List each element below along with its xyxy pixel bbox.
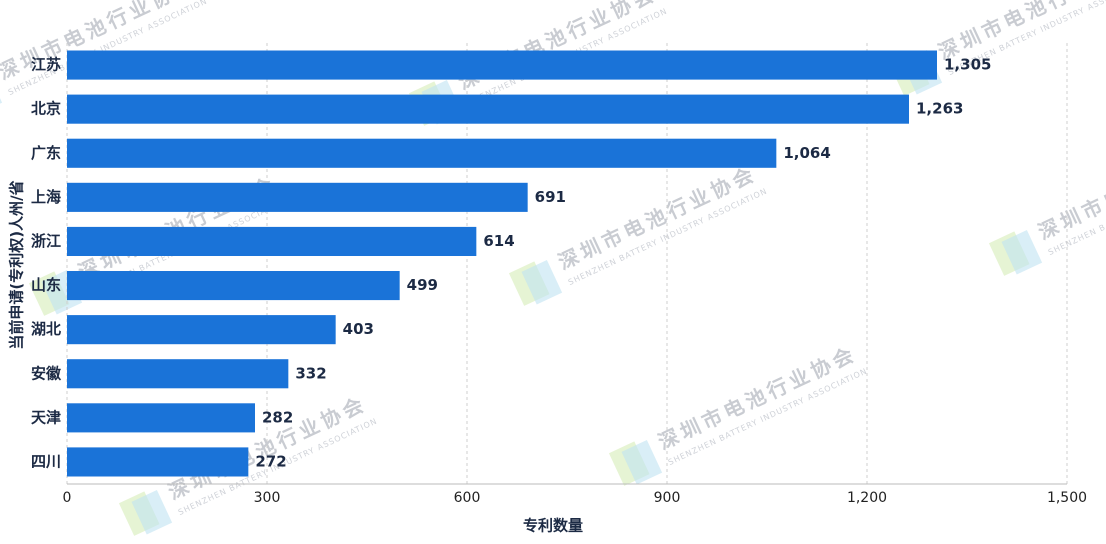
y-tick-label: 广东 — [31, 144, 61, 162]
x-tick-label: 1,200 — [847, 490, 887, 506]
value-label: 1,263 — [916, 100, 963, 118]
watermark-text: 深圳市电池行业协会 — [554, 161, 760, 274]
value-label: 282 — [262, 408, 293, 426]
watermark-text: 深圳市电池行业协会 — [454, 0, 660, 94]
y-tick-label: 安徽 — [31, 364, 62, 382]
x-tick-label: 900 — [654, 490, 681, 506]
x-tick-label: 1,500 — [1047, 490, 1087, 506]
watermark-logo — [621, 439, 663, 485]
bar — [67, 182, 528, 212]
y-tick-label: 浙江 — [31, 232, 61, 250]
y-axis-title: 当前申请(专利权)人州/省 — [8, 180, 26, 349]
y-tick-label: 天津 — [31, 408, 61, 426]
bar — [67, 447, 249, 477]
y-tick-label: 江苏 — [31, 56, 61, 74]
value-label: 332 — [295, 364, 326, 382]
value-label: 614 — [483, 232, 514, 250]
bar — [67, 315, 336, 345]
bar — [67, 138, 777, 168]
x-tick-label: 0 — [63, 490, 72, 506]
watermark-logo — [131, 489, 173, 535]
value-label: 1,064 — [783, 144, 830, 162]
y-tick-label: 四川 — [31, 452, 61, 470]
x-tick-label: 600 — [454, 490, 481, 506]
value-label: 403 — [343, 320, 374, 338]
value-label: 691 — [535, 188, 566, 206]
y-tick-label: 北京 — [31, 100, 61, 118]
watermark-logo — [1001, 229, 1043, 275]
watermark-text: 深圳市电池行业协会 — [654, 341, 860, 454]
bar — [67, 359, 289, 389]
value-label: 499 — [407, 276, 438, 294]
y-tick-label: 湖北 — [31, 320, 61, 338]
bar — [67, 270, 400, 301]
watermark-logo — [521, 259, 563, 305]
x-axis-title: 专利数量 — [523, 517, 583, 535]
y-tick-label: 上海 — [31, 188, 61, 206]
bar — [67, 226, 477, 257]
value-label: 272 — [255, 452, 286, 470]
bar — [67, 403, 255, 433]
y-tick-label: 山东 — [31, 276, 61, 294]
bar — [67, 94, 909, 124]
bar — [67, 50, 937, 80]
x-tick-label: 300 — [254, 490, 281, 506]
value-label: 1,305 — [944, 56, 991, 74]
